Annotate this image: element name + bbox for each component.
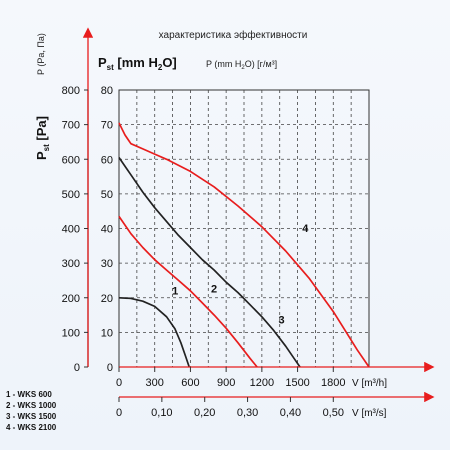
plot-area: 1 2 3 4 bbox=[118, 89, 370, 368]
ylabel-mm-close: O] bbox=[162, 55, 176, 70]
x-tick-label-flow2: 0 bbox=[116, 407, 122, 419]
series-label-1: 1 bbox=[172, 285, 178, 297]
legend: 1 - WKS 600 2 - WKS 1000 3 - WKS 1500 4 … bbox=[6, 389, 56, 433]
x-tick-label-flow2: 0,10 bbox=[151, 407, 172, 419]
y-ticks-mm: 0 10 20 30 40 50 60 70 80 bbox=[101, 85, 113, 374]
x-ticks-flow2: 0 0,10 0,20 0,30 0,40 0,50 bbox=[116, 397, 344, 419]
series-label-2: 2 bbox=[211, 284, 217, 296]
x-tick-label-flow: 0 bbox=[116, 377, 122, 389]
x-tick-label-flow: 300 bbox=[146, 377, 164, 389]
y-axis-pa-label: Pst [Pa] bbox=[34, 116, 51, 160]
x-tick-label-flow2: 0,30 bbox=[237, 407, 258, 419]
y-tick-label-pa: 200 bbox=[62, 293, 80, 305]
y-tick-label-mm: 10 bbox=[101, 327, 113, 339]
ylabel-pa-sub: st bbox=[42, 144, 51, 151]
x-tick-label-flow: 1500 bbox=[285, 377, 309, 389]
y-tick-label-mm: 50 bbox=[101, 189, 113, 201]
y-tick-label-mm: 60 bbox=[101, 154, 113, 166]
ylabel-mm-alt-2: 2 bbox=[241, 65, 245, 71]
legend-entry: 4 - WKS 2100 bbox=[6, 423, 57, 432]
y-ticks-pa: 0 100 200 300 400 500 600 700 800 bbox=[62, 85, 88, 374]
series-labels: 1 2 3 4 bbox=[172, 223, 309, 327]
ylabel-pa-unit: [Pa] bbox=[34, 116, 49, 144]
y-tick-label-mm: 80 bbox=[101, 85, 113, 97]
y-tick-label-pa: 0 bbox=[74, 362, 80, 374]
y-tick-label-mm: 40 bbox=[101, 224, 113, 236]
y-tick-label-pa: 500 bbox=[62, 189, 80, 201]
grid bbox=[119, 90, 369, 367]
y-tick-label-pa: 300 bbox=[62, 258, 80, 270]
series-line-4 bbox=[118, 122, 370, 368]
x-tick-label-flow2: 0,40 bbox=[280, 407, 301, 419]
x-ticks-flow: 0 300 600 900 1200 1500 1800 bbox=[116, 367, 346, 389]
x-tick-label-flow2: 0,20 bbox=[194, 407, 215, 419]
x-axis-flow-label: V [m³/h] bbox=[352, 378, 387, 389]
ylabel-pa-main: P bbox=[34, 151, 49, 160]
legend-entry: 1 - WKS 600 bbox=[6, 390, 52, 399]
x-axis-flow2-label: V [m³/s] bbox=[352, 408, 387, 419]
ylabel-mm-alt-a: P (mm H bbox=[206, 59, 241, 69]
legend-entry: 2 - WKS 1000 bbox=[6, 401, 57, 410]
series-label-3: 3 bbox=[278, 315, 284, 327]
y-axis-mm-label: Pst [mm H2O] bbox=[98, 55, 177, 72]
y-axis-mm-alt-label: P (mm H2O) [г/м³] bbox=[206, 59, 277, 71]
y-tick-label-pa: 100 bbox=[62, 327, 80, 339]
series-line-1 bbox=[118, 296, 191, 368]
y-tick-label-mm: 20 bbox=[101, 293, 113, 305]
y-tick-label-mm: 0 bbox=[107, 362, 113, 374]
y-tick-label-pa: 600 bbox=[62, 154, 80, 166]
ylabel-mm-main: P bbox=[98, 55, 107, 70]
ylabel-mm-unit: [mm H bbox=[114, 55, 158, 70]
y-tick-label-mm: 30 bbox=[101, 258, 113, 270]
ylabel-mm-sub: st bbox=[107, 63, 114, 72]
ylabel-mm-2: 2 bbox=[158, 63, 163, 72]
x-tick-label-flow: 600 bbox=[181, 377, 199, 389]
y-tick-label-pa: 800 bbox=[62, 85, 80, 97]
series-line-3 bbox=[118, 157, 301, 368]
legend-entry: 3 - WKS 1500 bbox=[6, 412, 57, 421]
y-tick-label-pa: 700 bbox=[62, 120, 80, 132]
chart-title: характеристика эффективности bbox=[159, 29, 308, 41]
series-group bbox=[118, 122, 370, 368]
series-line-2 bbox=[118, 215, 258, 368]
x-tick-label-flow: 1800 bbox=[321, 377, 345, 389]
y-tick-label-pa: 400 bbox=[62, 224, 80, 236]
series-label-4: 4 bbox=[302, 223, 309, 235]
x-tick-label-flow2: 0,50 bbox=[323, 407, 344, 419]
x-tick-label-flow: 900 bbox=[217, 377, 235, 389]
x-tick-label-flow: 1200 bbox=[250, 377, 274, 389]
header-left-label: P (Pa, Па) bbox=[36, 33, 46, 75]
ylabel-mm-alt-b: O) [г/м³] bbox=[245, 59, 277, 69]
y-tick-label-mm: 70 bbox=[101, 120, 113, 132]
